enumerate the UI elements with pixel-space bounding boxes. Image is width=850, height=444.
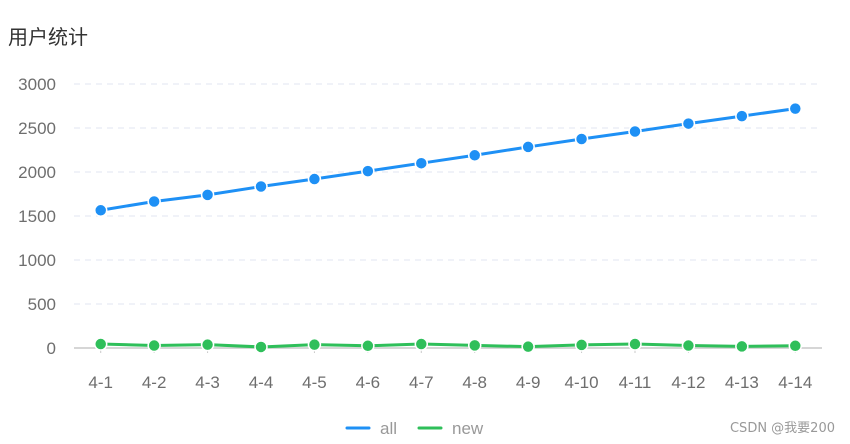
data-point-all[interactable] xyxy=(735,109,749,123)
data-point-all[interactable] xyxy=(200,188,215,202)
x-tick-label: 4-5 xyxy=(302,373,327,392)
series-line-new xyxy=(100,342,796,349)
x-tick-label: 4-1 xyxy=(88,373,113,392)
data-point-all[interactable] xyxy=(361,164,375,178)
legend-item-all[interactable]: all xyxy=(345,419,397,438)
x-tick-label: 4-12 xyxy=(671,373,705,392)
data-point-all[interactable] xyxy=(788,101,803,116)
data-point-all[interactable] xyxy=(628,124,642,139)
data-point-new[interactable] xyxy=(147,338,161,353)
series-all xyxy=(93,101,803,218)
x-tick-label: 4-14 xyxy=(778,373,812,392)
watermark-text: CSDN @我要200 xyxy=(729,421,835,436)
data-point-new[interactable] xyxy=(93,337,108,351)
y-tick-label: 1500 xyxy=(18,207,56,226)
y-tick-label: 500 xyxy=(28,295,56,314)
x-axis-tick-labels: 4-1 4-2 4-3 4-4 4-5 4-6 4-7 4-8 4-9 4-10 4-11 4-12 4… xyxy=(88,348,812,392)
data-point-new[interactable] xyxy=(735,339,749,354)
data-point-new[interactable] xyxy=(414,337,429,351)
data-point-all[interactable] xyxy=(93,203,108,218)
y-tick-label: 2500 xyxy=(18,119,56,138)
grid-lines xyxy=(74,83,822,305)
legend-label-new: new xyxy=(452,419,484,438)
x-tick-label: 4-11 xyxy=(619,373,652,392)
data-point-new[interactable] xyxy=(681,338,696,353)
x-tick-label: 4-13 xyxy=(725,373,759,392)
y-tick-label: 1000 xyxy=(18,251,56,270)
legend-label-all: all xyxy=(380,419,397,438)
data-point-all[interactable] xyxy=(681,116,696,131)
x-tick-label: 4-3 xyxy=(195,373,220,392)
chart-title: 用户统计 xyxy=(8,25,88,49)
series-line-all xyxy=(100,107,796,212)
x-tick-label: 4-6 xyxy=(356,373,381,392)
series-new xyxy=(93,337,803,354)
x-tick-label: 4-7 xyxy=(409,373,434,392)
data-point-all[interactable] xyxy=(467,148,482,163)
y-tick-label: 0 xyxy=(47,339,56,358)
x-tick-label: 4-2 xyxy=(142,373,167,392)
data-point-new[interactable] xyxy=(200,337,215,352)
data-point-new[interactable] xyxy=(521,339,535,354)
data-point-all[interactable] xyxy=(254,179,268,194)
y-tick-label: 2000 xyxy=(18,163,56,182)
data-point-all[interactable] xyxy=(521,140,535,154)
data-point-new[interactable] xyxy=(788,339,803,353)
data-point-new[interactable] xyxy=(361,339,375,353)
series-lines xyxy=(93,101,803,354)
x-tick-label: 4-9 xyxy=(516,373,541,392)
data-point-all[interactable] xyxy=(307,172,322,186)
x-tick-label: 4-8 xyxy=(462,373,487,392)
data-point-all[interactable] xyxy=(574,132,589,146)
y-tick-label: 3000 xyxy=(18,75,56,94)
data-point-new[interactable] xyxy=(307,337,322,352)
data-point-all[interactable] xyxy=(147,194,161,209)
legend-item-new[interactable]: new xyxy=(417,419,484,438)
x-tick-label: 4-4 xyxy=(249,373,274,392)
data-point-all[interactable] xyxy=(414,156,429,170)
x-tick-label: 4-10 xyxy=(565,373,599,392)
y-axis-tick-labels: 0 500 1000 1500 2000 2500 3000 xyxy=(18,75,56,358)
legend[interactable]: all new xyxy=(345,419,484,438)
data-point-new[interactable] xyxy=(467,338,482,353)
data-point-new[interactable] xyxy=(628,337,642,351)
data-point-new[interactable] xyxy=(574,338,589,352)
data-point-new[interactable] xyxy=(254,340,268,354)
